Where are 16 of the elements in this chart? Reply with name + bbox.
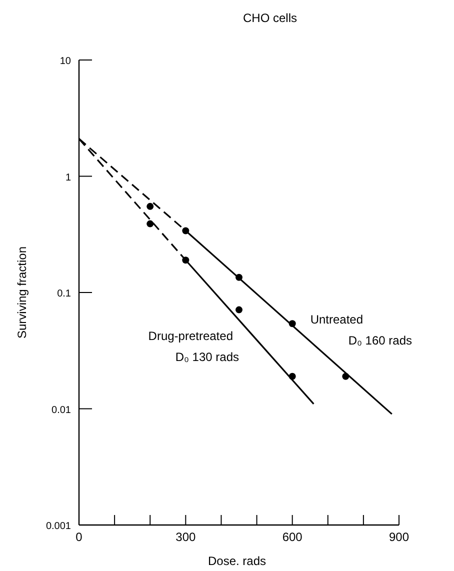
x-tick-label: 600 <box>282 530 303 544</box>
x-tick-label: 900 <box>388 530 410 544</box>
x-tick-label: 300 <box>176 530 196 544</box>
y-tick-label: 0.1 <box>57 288 72 300</box>
chart-title: CHO cells <box>242 11 298 25</box>
annotation: D₀ 130 rads <box>175 350 239 364</box>
y-axis-title: Surviving fraction <box>15 246 29 339</box>
y-tick-label: 1 <box>65 172 72 184</box>
y-tick-label: 10 <box>60 56 72 67</box>
annotation: D₀ 160 rads <box>348 334 412 348</box>
x-tick-label: 0 <box>76 530 83 544</box>
y-tick-label: 0.001 <box>46 521 72 532</box>
x-axis-title: Dose. rads <box>208 554 266 568</box>
y-tick-label: 0.01 <box>52 404 72 416</box>
series-label: Drug-pretreated <box>148 328 233 343</box>
series-label: Untreated <box>310 312 364 327</box>
